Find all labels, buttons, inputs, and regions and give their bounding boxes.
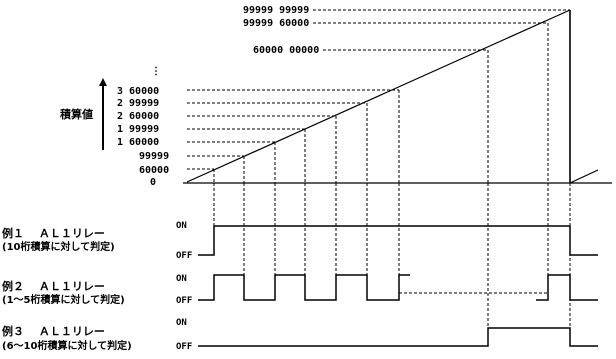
- y-tick-label: 2 99999: [117, 98, 159, 109]
- y-tick-label: 99999: [139, 151, 169, 162]
- relay-subtitle: (6～10桁積算に対して判定): [2, 339, 132, 352]
- relay-example-2: 例２ ＡＬ１リレー (1～5桁積算に対して判定) ON OFF: [2, 274, 598, 306]
- off-label: OFF: [176, 296, 192, 306]
- on-label: ON: [176, 221, 187, 231]
- relay-3-waveform: [198, 327, 598, 347]
- relay-title: 例２ ＡＬ１リレー: [2, 279, 105, 293]
- y-tick-label: 99999 60000: [243, 18, 309, 29]
- relay-title: 例３ ＡＬ１リレー: [2, 324, 105, 338]
- vertical-guides: [213, 23, 571, 345]
- y-tick-label: 60000 00000: [253, 45, 319, 56]
- on-label: ON: [176, 318, 187, 328]
- off-label: OFF: [176, 342, 192, 352]
- ramp-line: [186, 9, 571, 183]
- y-tick-label: 3 60000: [117, 86, 159, 97]
- y-tick-labels: 99999 99999 99999 60000 60000 00000 ⋮ 3 …: [117, 5, 319, 188]
- y-tick-label: 0: [150, 177, 156, 188]
- relay-2-waveform: [198, 274, 410, 301]
- relay-example-1: 例１ ＡＬ１リレー (10桁積算に対して判定) ON OFF: [2, 221, 598, 261]
- relay-example-3: 例３ ＡＬ１リレー (6～10桁積算に対して判定) ON OFF: [2, 318, 598, 352]
- integration-ramp: [183, 9, 612, 184]
- y-tick-label: 2 60000: [117, 111, 159, 122]
- y-tick-ellipsis: ⋮: [151, 66, 161, 77]
- relay-2-waveform-end: [536, 274, 598, 301]
- horizontal-guides: [187, 9, 570, 170]
- y-axis-arrow-head: [99, 78, 107, 86]
- y-axis-label: 積算値: [59, 107, 93, 121]
- relay-subtitle: (1～5桁積算に対して判定): [2, 293, 125, 306]
- y-tick-label: 1 60000: [117, 137, 159, 148]
- y-axis-label-group: 積算値: [59, 78, 107, 150]
- y-tick-label: 60000: [139, 165, 169, 176]
- relay-1-waveform: [198, 225, 598, 256]
- y-tick-label: 99999 99999: [243, 5, 309, 16]
- relay-title: 例１ ＡＬ１リレー: [2, 226, 105, 240]
- y-tick-label: 1 99999: [117, 124, 159, 135]
- relay-subtitle: (10桁積算に対して判定): [2, 240, 115, 253]
- off-label: OFF: [176, 251, 192, 261]
- ramp-restart-line: [569, 169, 599, 184]
- on-label: ON: [176, 274, 187, 284]
